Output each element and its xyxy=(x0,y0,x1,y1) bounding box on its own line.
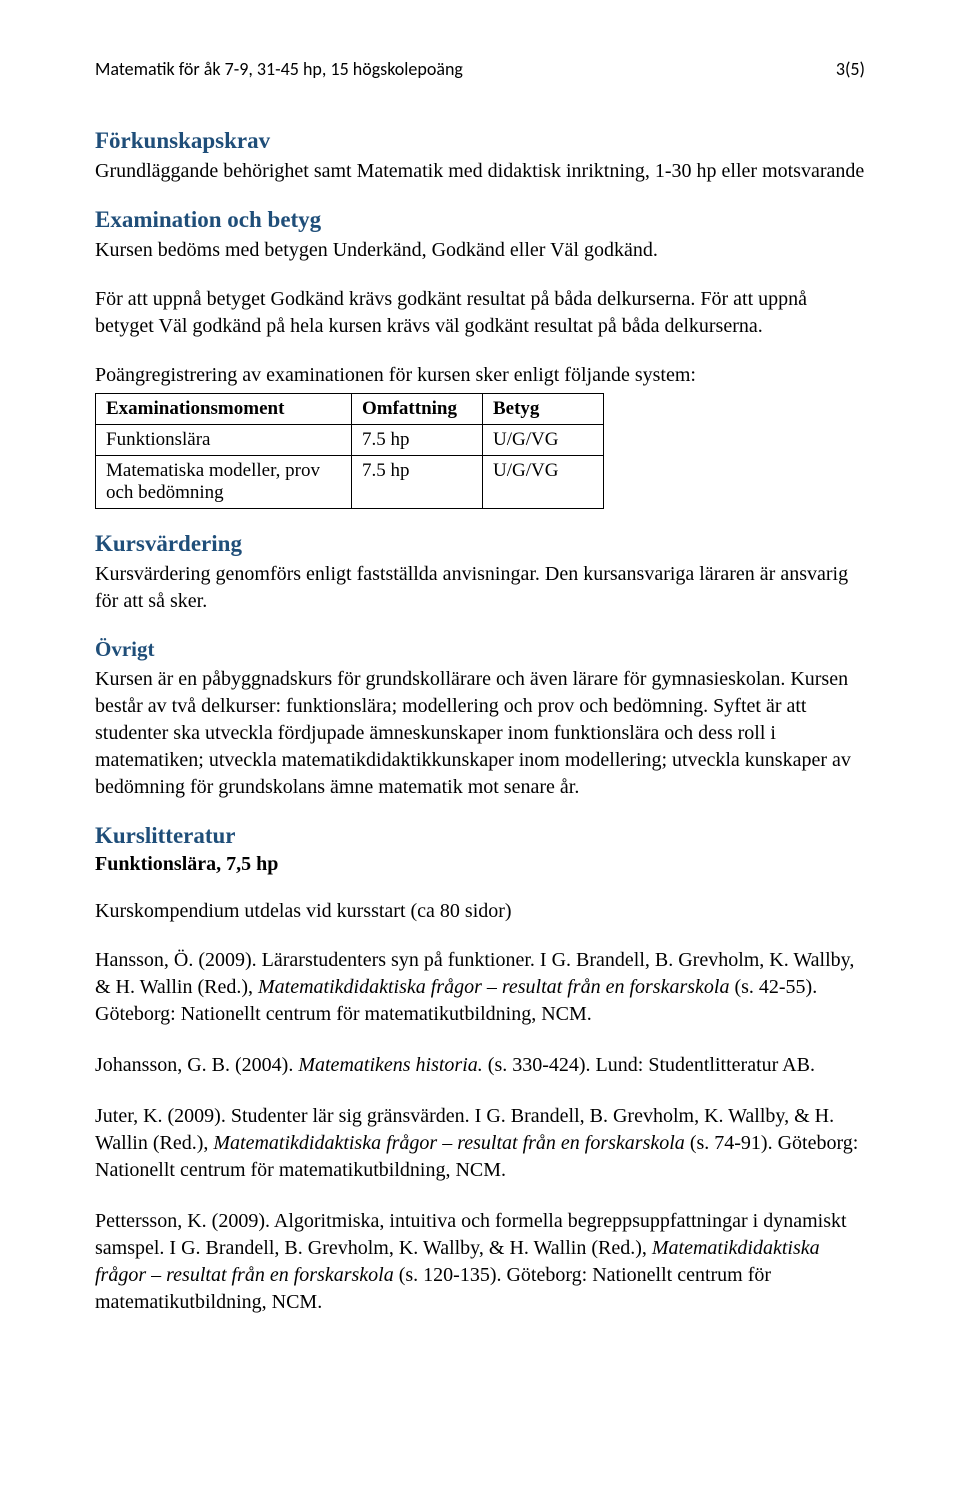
table-cell: 7.5 hp xyxy=(352,425,483,456)
examination-table: Examinationsmoment Omfattning Betyg Funk… xyxy=(95,393,604,509)
reference-item: Johansson, G. B. (2004). Matematikens hi… xyxy=(95,1052,865,1079)
ref-italic: Matematikens historia. xyxy=(298,1054,482,1076)
table-header-row: Examinationsmoment Omfattning Betyg xyxy=(96,394,604,425)
header-title: Matematik för åk 7-9, 31-45 hp, 15 högsk… xyxy=(95,58,463,80)
reference-item: Hansson, Ö. (2009). Lärarstudenters syn … xyxy=(95,947,865,1028)
ref-italic: Matematikdidaktiska frågor – resultat fr… xyxy=(213,1132,684,1154)
kurslitteratur-subheading: Funktionslära, 7,5 hp xyxy=(95,853,865,876)
table-header-cell: Omfattning xyxy=(352,394,483,425)
ovrigt-body: Kursen är en påbyggnadskurs för grundsko… xyxy=(95,666,865,801)
table-cell: Funktionslära xyxy=(96,425,352,456)
table-row: Funktionslära 7.5 hp U/G/VG xyxy=(96,425,604,456)
header-page-number: 3(5) xyxy=(836,58,865,80)
examination-body-1: Kursen bedöms med betygen Underkänd, God… xyxy=(95,237,865,264)
table-cell: Matematiska modeller, prov och bedömning xyxy=(96,456,352,509)
forkunskapskrav-heading: Förkunskapskrav xyxy=(95,128,865,154)
kursvardering-heading: Kursvärdering xyxy=(95,531,865,557)
page: Matematik för åk 7-9, 31-45 hp, 15 högsk… xyxy=(0,0,960,1511)
kurslitteratur-heading: Kurslitteratur xyxy=(95,823,865,849)
table-cell: U/G/VG xyxy=(483,425,604,456)
reference-item: Juter, K. (2009). Studenter lär sig grän… xyxy=(95,1103,865,1184)
ref-text: (s. 330-424). Lund: Studentlitteratur AB… xyxy=(483,1054,815,1076)
ref-text: Johansson, G. B. (2004). xyxy=(95,1054,298,1076)
ovrigt-heading: Övrigt xyxy=(95,637,865,662)
examination-heading: Examination och betyg xyxy=(95,207,865,233)
table-row: Matematiska modeller, prov och bedömning… xyxy=(96,456,604,509)
reference-item: Pettersson, K. (2009). Algoritmiska, int… xyxy=(95,1208,865,1316)
forkunskapskrav-body: Grundläggande behörighet samt Matematik … xyxy=(95,158,865,185)
kursvardering-body: Kursvärdering genomförs enligt fastställ… xyxy=(95,561,865,615)
examination-table-intro: Poängregistrering av examinationen för k… xyxy=(95,362,865,389)
table-header-cell: Examinationsmoment xyxy=(96,394,352,425)
kurskompendium-line: Kurskompendium utdelas vid kursstart (ca… xyxy=(95,898,865,925)
table-header-cell: Betyg xyxy=(483,394,604,425)
examination-body-2: För att uppnå betyget Godkänd krävs godk… xyxy=(95,286,865,340)
table-cell: 7.5 hp xyxy=(352,456,483,509)
table-cell: U/G/VG xyxy=(483,456,604,509)
ref-italic: Matematikdidaktiska frågor – resultat fr… xyxy=(258,976,729,998)
running-header: Matematik för åk 7-9, 31-45 hp, 15 högsk… xyxy=(95,58,865,80)
